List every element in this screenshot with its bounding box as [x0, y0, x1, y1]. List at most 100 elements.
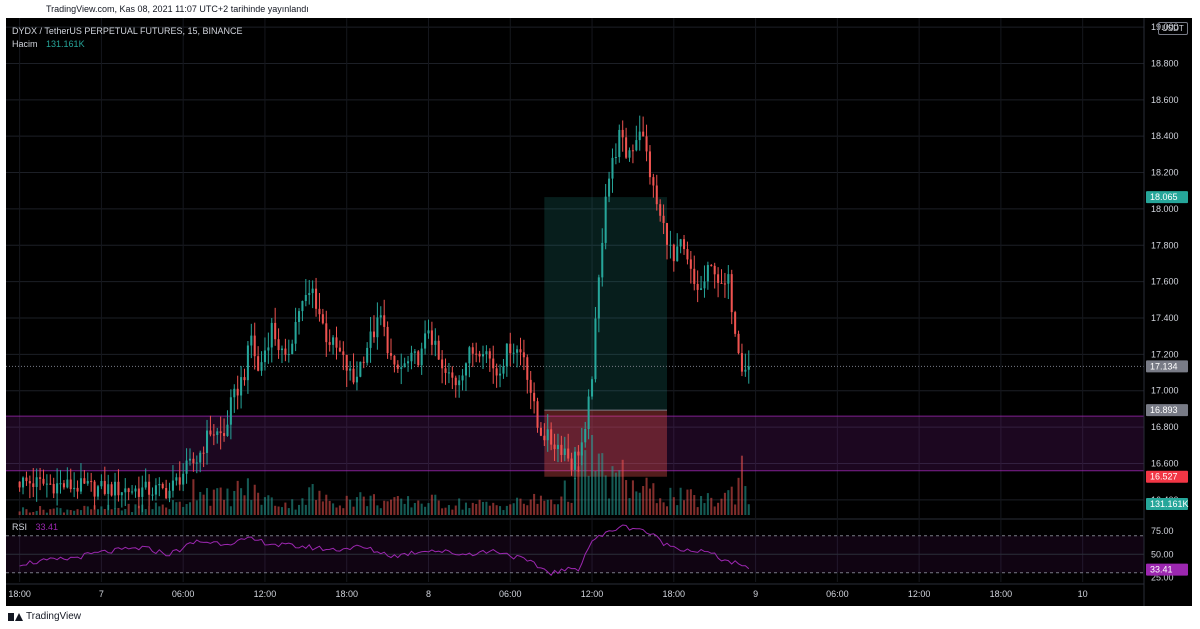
volume-bar — [243, 495, 246, 515]
volume-bar — [468, 508, 471, 515]
candle-body — [158, 484, 161, 486]
candle-body — [676, 246, 679, 262]
stop-zone — [544, 410, 667, 477]
price-tick-label: 17.000 — [1151, 386, 1179, 396]
volume-bar — [226, 488, 229, 515]
candle-body — [635, 140, 638, 151]
candle-body — [131, 491, 134, 493]
candle-body — [171, 480, 174, 491]
volume-bar — [665, 506, 669, 515]
rsi-legend-label: RSI — [12, 522, 28, 532]
chart-canvas[interactable]: 19.000 18.800 18.600 18.400 18.200 18.000 17.8… — [6, 18, 1192, 606]
chart-title: DYDX / TetherUS PERPETUAL FUTURES, 15, B… — [12, 26, 243, 36]
volume-price-label: 131.161K — [1146, 498, 1189, 510]
time-tick-label: 12:00 — [908, 589, 931, 599]
volume-bar — [28, 512, 31, 515]
candle-body — [366, 347, 369, 363]
candle-body — [655, 185, 658, 205]
candle-body — [114, 481, 117, 496]
candle-body — [594, 318, 597, 380]
time-tick-label: 06:00 — [499, 589, 522, 599]
volume-bar — [229, 506, 232, 515]
volume-bar — [274, 505, 277, 515]
volume-bar — [39, 506, 42, 515]
candle-body — [49, 483, 52, 485]
volume-bar — [444, 507, 447, 515]
entry-price-label-text: 16.893 — [1150, 405, 1178, 415]
candle-body — [417, 351, 420, 366]
volume-bar — [454, 505, 457, 515]
volume-bar — [713, 506, 716, 515]
candle-body — [393, 355, 396, 365]
candle-body — [458, 380, 461, 386]
rsi-price-label-bg — [1146, 563, 1188, 576]
rsi-tick-label: 50.00 — [1151, 549, 1174, 559]
volume-bar — [696, 507, 699, 515]
volume-bar — [168, 509, 171, 515]
volume-bar — [604, 475, 607, 515]
candle-body — [379, 315, 382, 318]
time-tick-label: 12:00 — [581, 589, 604, 599]
candle-body — [301, 301, 304, 312]
volume-bar — [131, 512, 134, 515]
volume-bar — [631, 480, 634, 515]
time-tick-label: 06:00 — [172, 589, 195, 599]
currency-button[interactable]: USDT — [1158, 22, 1188, 35]
candle-body — [141, 487, 144, 497]
stop-price-label-text: 16.527 — [1150, 472, 1178, 482]
volume-bar — [154, 502, 157, 515]
volume-bar — [246, 478, 249, 515]
volume-bar — [659, 498, 662, 515]
candle-body — [389, 353, 393, 356]
volume-bar — [519, 498, 522, 515]
candle-body — [662, 215, 665, 224]
zones — [6, 197, 1144, 477]
candle-body — [100, 481, 103, 487]
volume-bar — [621, 459, 624, 515]
candle-body — [727, 274, 730, 284]
candle-body — [481, 354, 485, 357]
candle-body — [560, 444, 563, 456]
volume-bar — [56, 507, 59, 515]
candle-body — [188, 458, 192, 461]
candle-body — [304, 294, 307, 302]
volume-bar — [516, 497, 519, 515]
candle-body — [614, 157, 617, 159]
volume-bar — [591, 435, 594, 515]
volume-bar — [625, 480, 628, 515]
candle-body — [533, 392, 536, 402]
candle-body — [345, 354, 348, 371]
candle-body — [648, 151, 651, 178]
volume-bar — [96, 509, 100, 515]
rsi-tick-label: 25.00 — [1151, 572, 1174, 582]
volume-bar — [315, 500, 318, 515]
candle-body — [270, 322, 273, 348]
volume-bar — [499, 506, 502, 515]
volume-bar — [420, 503, 423, 515]
volume-bar — [25, 509, 28, 515]
candle-body — [233, 388, 236, 398]
price-tick-label: 18.400 — [1151, 131, 1179, 141]
volume-bar — [185, 504, 188, 515]
volume-bar — [389, 499, 393, 515]
candle-body — [376, 317, 379, 338]
candle-body — [730, 274, 733, 313]
volume-bar — [550, 499, 553, 515]
candle-body — [161, 484, 164, 489]
volume-bar — [345, 495, 348, 515]
candle-body — [52, 483, 55, 494]
candle-body — [250, 335, 253, 346]
volume-bar — [396, 496, 399, 515]
volume-bar — [556, 504, 559, 515]
volume-legend: Hacim 131.161K — [12, 38, 243, 51]
volume-bar — [471, 502, 474, 515]
candle-body — [672, 244, 675, 262]
volume-bar — [236, 480, 239, 515]
candle-body — [396, 364, 399, 369]
candle-body — [117, 481, 120, 496]
volume-bar — [655, 503, 658, 515]
volume-bar — [372, 494, 375, 515]
volume-bar — [509, 504, 512, 515]
chart-frame[interactable]: 19.000 18.800 18.600 18.400 18.200 18.000 17.8… — [6, 18, 1192, 606]
candle-body — [679, 239, 682, 247]
